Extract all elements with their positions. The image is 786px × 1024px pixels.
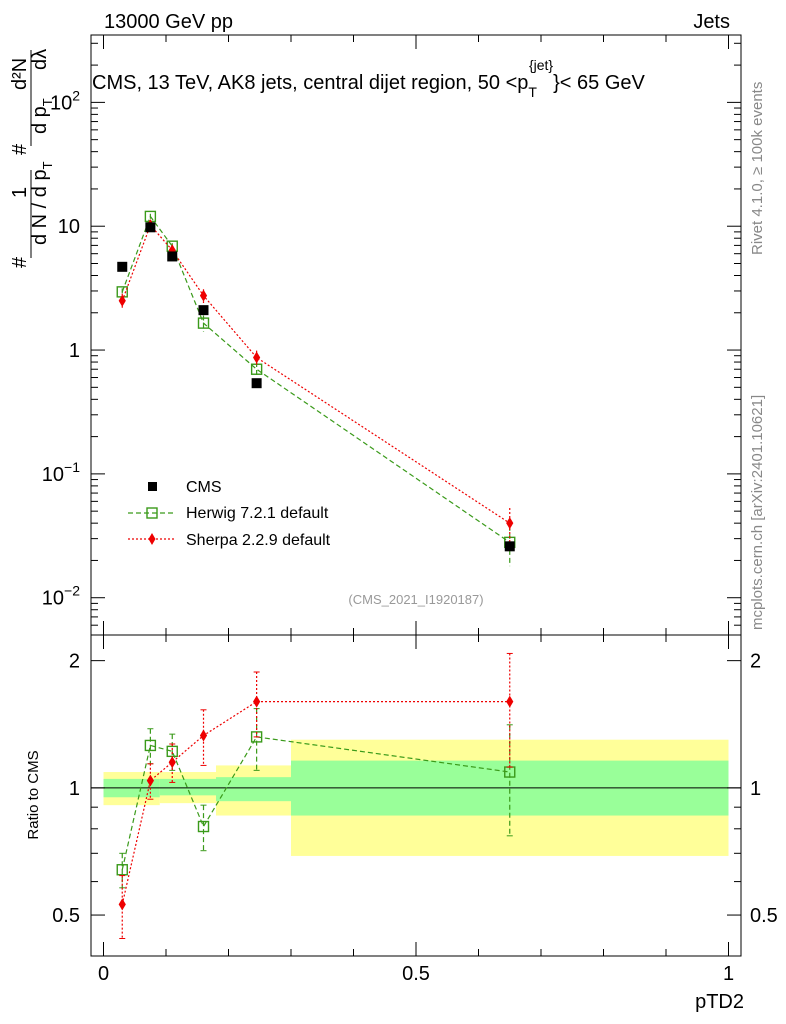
sherpa-ratio-point bbox=[168, 756, 176, 769]
sherpa-ratio-point bbox=[118, 898, 126, 911]
cms-point bbox=[117, 261, 128, 272]
svg-text:1: 1 bbox=[9, 187, 31, 198]
sherpa-ratio-line bbox=[121, 700, 510, 905]
svg-text:d²N: d²N bbox=[9, 58, 31, 90]
sherpa-ratio-point bbox=[506, 695, 514, 708]
x-tick-label: 0 bbox=[98, 963, 109, 985]
mcplots-label: mcplots.cern.ch [arXiv:2401.10621] bbox=[749, 395, 766, 630]
sherpa-point bbox=[253, 351, 261, 364]
cms-point bbox=[251, 378, 262, 389]
herwig-line bbox=[121, 215, 511, 543]
ratio-y-tick-label-left: 2 bbox=[69, 651, 80, 673]
herwig-ratio-line bbox=[121, 736, 510, 870]
y-axis-label-main: # 1 d N / d pT # d²N d pT dλ bbox=[9, 49, 55, 268]
data-layer bbox=[116, 210, 516, 940]
y-tick-label: 10−1 bbox=[42, 459, 80, 486]
x-tick-label: 1 bbox=[723, 963, 734, 985]
herwig-ratio-point bbox=[116, 864, 128, 876]
x-tick-label: 0.5 bbox=[402, 963, 430, 985]
y-axis-label-ratio: Ratio to CMS bbox=[25, 750, 42, 839]
ratio-y-tick-label-left: 0.5 bbox=[52, 905, 80, 927]
svg-text:d N / d pT: d N / d pT bbox=[29, 161, 55, 245]
sherpa-ratio-point bbox=[199, 729, 208, 742]
header-left: 13000 GeV pp bbox=[104, 11, 233, 33]
ratio-y-tick-label-right: 1 bbox=[750, 778, 761, 800]
band-green-1 bbox=[159, 778, 216, 796]
legend-label-cms: CMS bbox=[186, 479, 222, 496]
ratio-bands bbox=[103, 739, 729, 856]
sherpa-ratio-point bbox=[253, 695, 261, 708]
sherpa-point bbox=[118, 294, 126, 307]
x-axis-label: pTD2 bbox=[695, 991, 744, 1013]
y-tick-label: 10 bbox=[58, 216, 80, 238]
analysis-id: (CMS_2021_I1920187) bbox=[348, 592, 483, 607]
svg-text:d pT: d pT bbox=[29, 98, 55, 134]
svg-text:#: # bbox=[9, 256, 31, 268]
axes: 0 0.5 1 10−2 10−1 1 10 102 0.5 0.5 1 1 2 2 bbox=[42, 34, 778, 985]
ratio-y-tick-label-right: 2 bbox=[750, 651, 761, 673]
herwig-ratio-point bbox=[144, 739, 157, 752]
svg-text:#: # bbox=[9, 143, 31, 155]
y-tick-label: 102 bbox=[50, 87, 80, 114]
y-tick-label: 1 bbox=[69, 340, 80, 362]
sherpa-point bbox=[199, 289, 208, 302]
header-right: Jets bbox=[693, 11, 730, 33]
herwig-ratio-point bbox=[197, 820, 210, 833]
legend-marker-sherpa bbox=[148, 533, 156, 545]
legend-label-herwig: Herwig 7.2.1 default bbox=[186, 505, 329, 522]
legend: CMS Herwig 7.2.1 default Sherpa 2.2.9 de… bbox=[128, 479, 331, 549]
legend-label-sherpa: Sherpa 2.2.9 default bbox=[186, 532, 331, 549]
legend-marker-herwig bbox=[146, 507, 158, 519]
sherpa-line bbox=[121, 223, 511, 524]
cms-point bbox=[198, 305, 209, 316]
herwig-ratio-point bbox=[250, 731, 263, 743]
rivet-label: Rivet 4.1.0, ≥ 100k events bbox=[749, 82, 766, 255]
y-tick-label: 10−2 bbox=[42, 583, 80, 610]
cms-point bbox=[167, 251, 178, 262]
chart-title: CMS, 13 TeV, AK8 jets, central dijet reg… bbox=[92, 57, 645, 100]
herwig-point bbox=[197, 317, 210, 329]
sherpa-ratio-point bbox=[146, 774, 154, 787]
cms-point bbox=[504, 541, 515, 552]
cms-point bbox=[145, 222, 156, 233]
legend-marker-cms bbox=[148, 482, 157, 491]
ratio-y-tick-label-right: 0.5 bbox=[750, 905, 778, 927]
band-green-2 bbox=[216, 777, 291, 802]
svg-text:dλ: dλ bbox=[29, 49, 51, 70]
sherpa-point bbox=[506, 517, 514, 530]
ratio-y-tick-label-left: 1 bbox=[69, 778, 80, 800]
